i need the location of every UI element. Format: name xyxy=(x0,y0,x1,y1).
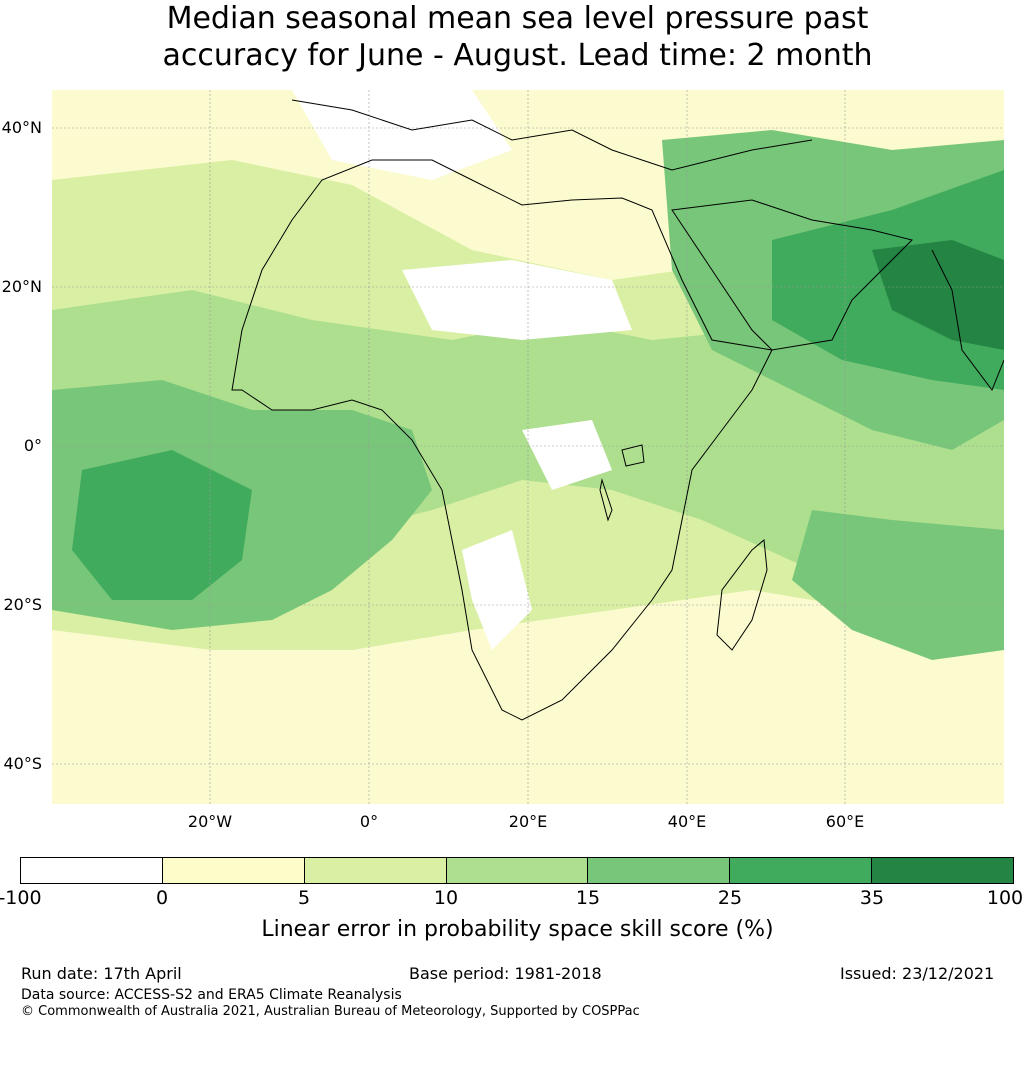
colorbar xyxy=(20,857,1014,884)
skill-region-neg-4 xyxy=(292,90,512,180)
india-coastline xyxy=(931,249,1004,392)
lat-label-40n: 40°N xyxy=(1,118,42,137)
data-source: Data source: ACCESS-S2 and ERA5 Climate … xyxy=(21,987,402,1003)
coastlines xyxy=(231,99,1004,721)
lat-label-40s: 40°S xyxy=(3,754,42,773)
run-date: Run date: 17th April xyxy=(21,964,182,983)
lon-label-60e: 60°E xyxy=(825,812,865,831)
lat-label-0: 0° xyxy=(23,436,42,455)
colorbar-tick-0: 0 xyxy=(155,887,169,909)
colorbar-tick-15: 15 xyxy=(575,887,601,909)
lat-label-20n: 20°N xyxy=(1,277,42,296)
colorbar-segment-5 xyxy=(588,858,731,883)
title-line-2: accuracy for June - August. Lead time: 2… xyxy=(162,38,873,73)
map-panel xyxy=(52,90,1004,804)
colorbar-tick-5: 5 xyxy=(297,887,311,909)
skill-fill-layer xyxy=(52,90,1004,660)
issued-date: Issued: 23/12/2021 xyxy=(840,964,995,983)
skill-region-neg-3 xyxy=(522,420,612,490)
colorbar-label: Linear error in probability space skill … xyxy=(261,917,774,942)
title-line-1: Median seasonal mean sea level pressure … xyxy=(166,1,869,36)
lat-label-20s: 20°S xyxy=(3,595,42,614)
base-period: Base period: 1981-2018 xyxy=(409,964,602,983)
africa-coastline xyxy=(231,159,773,721)
colorbar-tick-35: 35 xyxy=(859,887,885,909)
colorbar-tick-10: 10 xyxy=(433,887,459,909)
europe-coastline xyxy=(291,99,813,171)
colorbar-tick-25: 25 xyxy=(717,887,743,909)
colorbar-tick-100: 100 xyxy=(986,887,1024,909)
colorbar-segment-3 xyxy=(304,858,447,883)
copyright: © Commonwealth of Australia 2021, Austra… xyxy=(21,1004,640,1019)
lon-label-0: 0° xyxy=(359,812,379,831)
colorbar-segment-6 xyxy=(730,858,873,883)
skill-region-25-35-atlantic xyxy=(72,450,252,600)
lake-victoria xyxy=(621,444,645,467)
madagascar-coastline xyxy=(716,539,768,651)
gridlines xyxy=(52,90,1004,804)
colorbar-tick-neg100: -100 xyxy=(0,887,42,909)
colorbar-segment-2 xyxy=(162,858,305,883)
colorbar-segment-1 xyxy=(21,858,163,883)
lon-label-20w: 20°W xyxy=(187,812,233,831)
lon-label-20e: 20°E xyxy=(508,812,548,831)
colorbar-segment-7 xyxy=(872,858,1014,883)
lake-tanganyika xyxy=(599,478,613,522)
map-canvas xyxy=(52,90,1004,804)
lon-label-40e: 40°E xyxy=(667,812,707,831)
skill-region-neg-2 xyxy=(462,530,532,650)
skill-region-15-25-indian xyxy=(792,510,1004,660)
arabia-coastline xyxy=(671,199,913,351)
chart-title: Median seasonal mean sea level pressure … xyxy=(0,0,1035,74)
skill-region-35-100 xyxy=(872,240,1004,350)
colorbar-segment-4 xyxy=(446,858,589,883)
skill-region-neg-1 xyxy=(402,260,632,340)
